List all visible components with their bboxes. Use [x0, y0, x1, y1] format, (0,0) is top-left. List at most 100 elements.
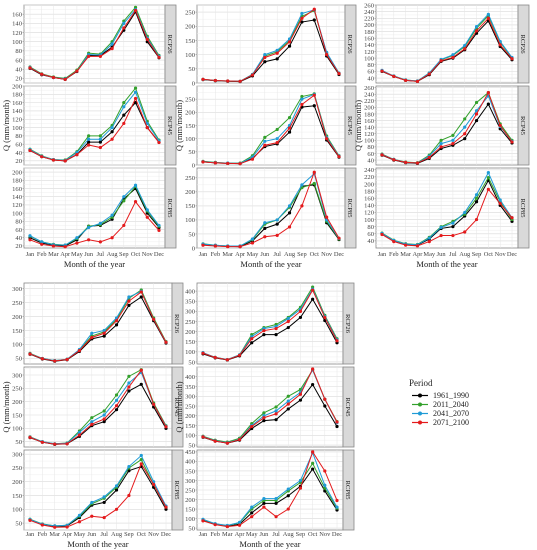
panel-basin-5-rcp45: 50 100 150 200 250 300 350 400 RCP45	[185, 366, 355, 449]
data-point	[474, 24, 479, 29]
data-point	[335, 505, 339, 509]
x-tick-label: Sep	[124, 531, 134, 538]
data-point	[102, 515, 106, 520]
data-point	[250, 337, 254, 341]
x-tick-label: May	[423, 251, 436, 258]
data-point	[201, 160, 205, 164]
data-point	[110, 137, 114, 141]
x-tick-label: Sep	[297, 251, 307, 258]
facet-label-rcp26: RCP26	[166, 34, 173, 54]
y-tick-label: 100	[185, 217, 196, 224]
data-point	[122, 121, 126, 126]
data-point	[392, 158, 396, 162]
data-point	[287, 211, 292, 215]
series-2071_2100	[201, 7, 341, 83]
data-point	[87, 134, 91, 138]
data-point	[404, 78, 408, 82]
data-point	[312, 104, 316, 108]
legend-title: Period	[409, 378, 433, 388]
panel-basin-1-rcp26: 20 40 60 80 100 120 140 160 RCP26	[12, 4, 177, 84]
data-point	[287, 40, 292, 44]
data-point	[87, 54, 91, 58]
data-point	[463, 43, 467, 48]
data-point	[87, 238, 91, 242]
data-point	[250, 424, 254, 429]
data-point	[474, 200, 479, 204]
legend-key	[412, 411, 428, 416]
data-point	[474, 29, 479, 33]
y-tick-label: 250	[185, 175, 196, 182]
facet-strip	[164, 85, 177, 166]
y-tick-label: 180	[364, 188, 375, 195]
data-point	[335, 498, 339, 503]
data-point	[110, 42, 114, 46]
data-point	[133, 90, 138, 94]
data-point	[51, 244, 56, 248]
data-point	[300, 94, 304, 99]
facet-strip	[171, 449, 184, 531]
y-tick-label: 100	[185, 516, 196, 523]
y-tick-label: 300	[185, 309, 196, 316]
data-point	[152, 402, 156, 406]
series-2071_2100	[201, 170, 341, 249]
data-point	[474, 193, 479, 197]
x-tick-label: Jun	[437, 251, 447, 258]
y-tick-label: 200	[185, 413, 196, 420]
data-point	[40, 357, 44, 361]
data-point	[127, 389, 131, 393]
x-tick-label: Jan	[378, 251, 387, 258]
y-tick-label: 80	[15, 133, 22, 140]
data-point	[486, 102, 490, 106]
panel-basin-4-rcp26: 50 100 150 200 250 300 RCP26	[12, 282, 184, 365]
data-point	[300, 204, 304, 208]
data-point	[380, 69, 384, 73]
legend-key	[412, 420, 428, 425]
data-point	[262, 333, 266, 337]
y-tick-label: 260	[364, 2, 375, 9]
chart-basin-3: 406080100120140160180200220240260RCP2640…	[353, 2, 530, 269]
data-point	[287, 116, 292, 120]
y-tick-label: 150	[185, 203, 196, 210]
y-tick-label: 200	[12, 83, 23, 90]
y-axis-title: Q (mm/month)	[1, 100, 11, 151]
facet-strip	[344, 85, 357, 166]
data-point	[439, 59, 443, 63]
x-tick-label: Oct	[310, 251, 319, 258]
data-point	[152, 317, 156, 321]
data-point	[250, 505, 254, 509]
panel-background	[196, 4, 346, 84]
data-point	[225, 441, 229, 445]
data-point	[300, 183, 304, 187]
data-point	[201, 243, 205, 247]
data-point	[427, 240, 431, 244]
y-tick-label: 100	[185, 136, 196, 143]
x-tick-label: Sep	[472, 251, 482, 258]
series-line	[202, 450, 338, 528]
facet-strip	[517, 4, 530, 84]
data-point	[114, 507, 119, 511]
data-point	[274, 496, 278, 501]
y-tick-label: 220	[364, 98, 375, 105]
data-point	[28, 66, 32, 70]
x-tick-label: May	[71, 251, 84, 258]
data-point	[127, 374, 131, 378]
data-point	[463, 125, 467, 129]
data-point	[335, 424, 339, 429]
data-point	[201, 435, 205, 439]
data-point	[263, 139, 267, 143]
y-tick-label: 40	[15, 235, 22, 242]
data-point	[114, 319, 119, 323]
y-tick-label: 240	[364, 9, 375, 16]
data-point	[53, 359, 57, 363]
data-point	[451, 142, 455, 146]
data-point	[238, 244, 242, 249]
x-tick-label: Jun	[260, 251, 270, 258]
y-tick-label: 200	[185, 110, 196, 117]
data-point	[474, 217, 479, 222]
x-tick-label: Jul	[449, 251, 457, 258]
data-point	[63, 159, 67, 163]
y-tick-label: 250	[185, 487, 196, 494]
data-point	[298, 486, 303, 490]
facet-label-rcp85: RCP85	[519, 198, 526, 218]
y-tick-label: 200	[364, 181, 375, 188]
